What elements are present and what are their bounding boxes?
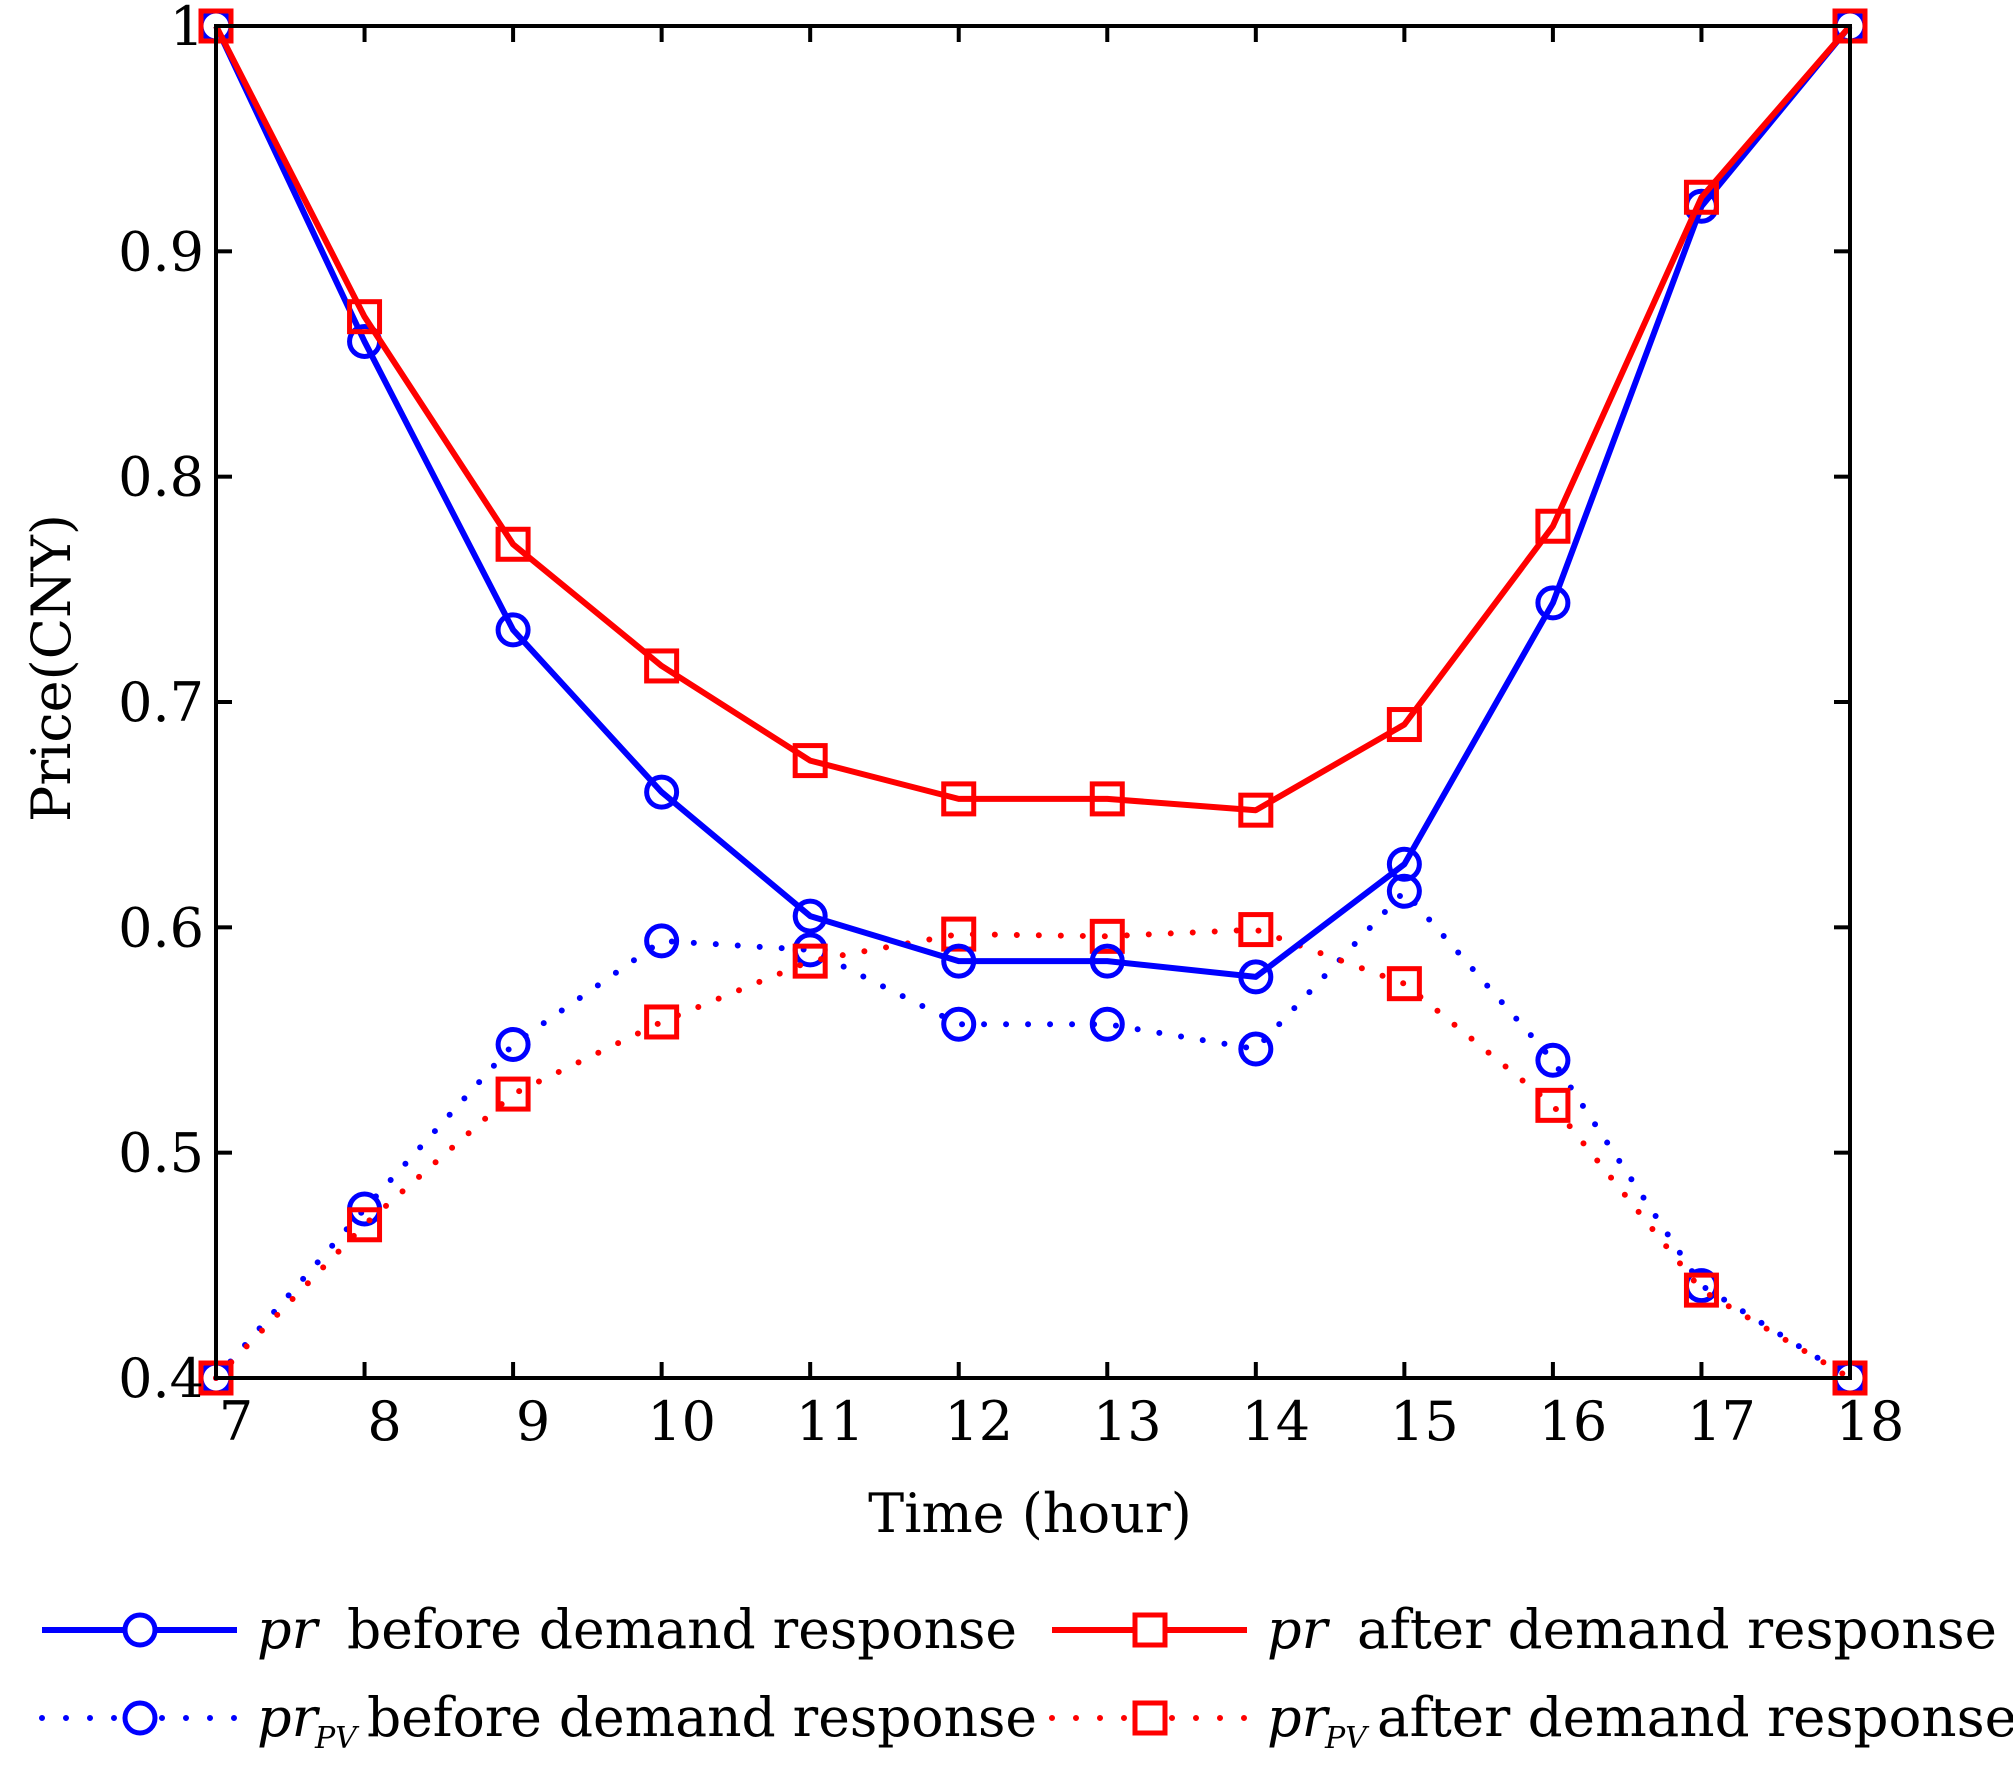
data-point	[1238, 912, 1274, 948]
x-tick-label: 15	[1390, 1390, 1459, 1453]
data-point	[495, 526, 531, 562]
data-point	[1238, 792, 1274, 828]
data-point	[792, 743, 828, 779]
data-point	[792, 898, 828, 934]
series-line	[213, 24, 1853, 980]
legend-subscript: PV	[314, 1721, 360, 1756]
data-point	[495, 1027, 531, 1063]
x-tick-label: 8	[367, 1390, 401, 1453]
legend-label: after demand response	[1357, 1598, 1997, 1661]
series-line	[213, 24, 1853, 814]
tick-labels: 0.40.50.60.70.80.917 8 9 10 11 12 13 14 15 16 17 18	[118, 0, 1904, 1453]
data-point	[792, 943, 828, 979]
legend-label: after demand response	[1377, 1686, 2013, 1749]
series-1	[198, 8, 1868, 828]
data-point	[1386, 966, 1422, 1002]
y-tick-label: 0.7	[118, 671, 204, 734]
legend-symbol: pr	[1267, 1598, 1331, 1661]
legend-subscript: PV	[1324, 1721, 1370, 1756]
x-tick-label: 9	[516, 1390, 550, 1453]
data-point	[1683, 1272, 1719, 1308]
data-point	[1238, 959, 1274, 995]
data-point	[495, 1076, 531, 1112]
x-tick-label: 11	[796, 1390, 865, 1453]
data-point	[1089, 943, 1125, 979]
data-point	[1386, 707, 1422, 743]
legend-label: before demand response	[367, 1686, 1037, 1749]
data-point	[1089, 1006, 1125, 1042]
axis-ticks	[214, 24, 1852, 1380]
y-tick-label: 1	[170, 0, 204, 58]
data-point	[644, 774, 680, 810]
y-tick-label: 0.5	[118, 1122, 204, 1185]
data-point	[941, 916, 977, 952]
data-point	[347, 299, 383, 335]
x-tick-label: 7	[219, 1390, 253, 1453]
legend-symbol: pr	[257, 1598, 321, 1661]
legend-marker	[1132, 1612, 1168, 1648]
data-point	[1386, 873, 1422, 909]
data-point	[644, 1004, 680, 1040]
data-point	[941, 943, 977, 979]
data-point	[1089, 918, 1125, 954]
x-axis-label: Time (hour)	[868, 1482, 1192, 1545]
data-point	[1535, 1087, 1571, 1123]
legend-marker	[1132, 1700, 1168, 1736]
y-axis-label: Price(CNY)	[20, 514, 83, 822]
data-point	[1535, 508, 1571, 544]
x-tick-label: 12	[944, 1390, 1013, 1453]
y-tick-label: 0.4	[118, 1347, 204, 1410]
legend-marker	[122, 1612, 158, 1648]
x-tick-label: 13	[1093, 1390, 1162, 1453]
legend-entry-0: pr before demand response	[42, 1598, 1017, 1661]
data-point	[644, 648, 680, 684]
legend-label: before demand response	[347, 1598, 1017, 1661]
x-tick-label: 10	[647, 1390, 716, 1453]
legend-entry-1: pr after demand response	[1052, 1598, 1997, 1661]
legend-symbol: pr	[257, 1686, 321, 1749]
data-point	[1238, 1031, 1274, 1067]
data-point	[1386, 846, 1422, 882]
x-tick-label: 17	[1687, 1390, 1756, 1453]
y-tick-label: 0.9	[118, 220, 204, 283]
data-point	[347, 1207, 383, 1243]
data-point	[1535, 585, 1571, 621]
legend-marker	[122, 1700, 158, 1736]
y-tick-label: 0.6	[118, 896, 204, 959]
data-point	[941, 781, 977, 817]
data-point	[644, 923, 680, 959]
legend-symbol: pr	[1267, 1686, 1331, 1749]
x-tick-label: 18	[1836, 1390, 1905, 1453]
x-tick-label: 14	[1241, 1390, 1310, 1453]
data-point	[1535, 1042, 1571, 1078]
data-point	[1683, 179, 1719, 215]
x-tick-label: 16	[1539, 1390, 1608, 1453]
y-tick-label: 0.8	[118, 446, 204, 509]
plot-frame	[214, 24, 1852, 1380]
data-point	[495, 612, 531, 648]
legend: pr before demand response pr after demand r…	[39, 1598, 2013, 1756]
data-point	[941, 1006, 977, 1042]
data-point	[1089, 781, 1125, 817]
